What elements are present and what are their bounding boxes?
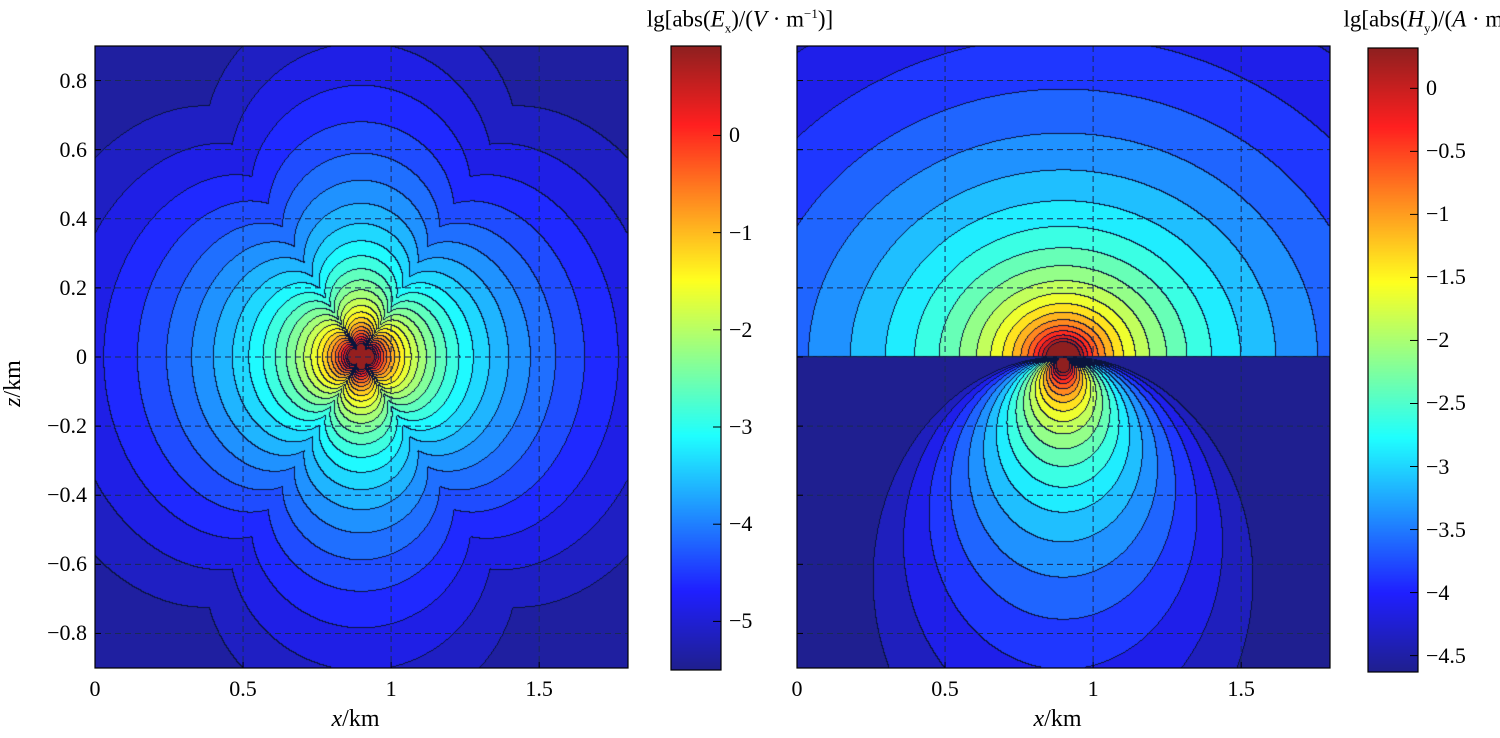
colorbar-axis [1367, 47, 1419, 673]
colorbar-tick-label: −1 [1426, 201, 1450, 227]
colorbar-title: lg[abs(Ex)/(V · m−1)] [646, 6, 834, 36]
colorbar-tick-label: −4 [729, 511, 753, 537]
colorbar-tick-label: −1 [729, 219, 753, 245]
x-axis-label: x/km [1033, 706, 1082, 732]
colorbar-frame [670, 45, 722, 671]
x-axis-label: x/km [331, 706, 380, 732]
colorbar-tick-label: −3 [1426, 453, 1450, 479]
colorbar-tick-label: −2.5 [1426, 390, 1466, 416]
x-tick-label: 0.5 [931, 676, 959, 701]
colorbar-frame [1367, 47, 1419, 673]
colorbar-tick-label: −4.5 [1426, 642, 1466, 668]
y-axis-label: z/km [0, 360, 26, 407]
colorbar-tick-label: −4 [1426, 579, 1450, 605]
plot-axes-Ex [94, 45, 629, 669]
y-tick-label: 0.8 [59, 67, 88, 93]
colorbar-tick-label: −0.5 [1426, 138, 1466, 164]
y-tick-label: −0.2 [47, 413, 87, 439]
colorbar-tick-label: −3.5 [1426, 516, 1466, 542]
y-tick-label: −0.8 [47, 620, 87, 646]
y-tick-label: 0.4 [59, 205, 88, 231]
x-tick-label: 1 [1087, 676, 1099, 701]
y-tick-label: −0.4 [47, 482, 87, 508]
y-tick-label: 0 [76, 344, 87, 369]
colorbar-tick-label: −2 [1426, 327, 1450, 353]
plot-axes-Hy [796, 45, 1331, 669]
colorbar-tick-label: 0 [1426, 75, 1437, 101]
x-tick-label: 0 [89, 676, 101, 701]
colorbar-title: lg[abs(Hy)/(A · m−1)] [1343, 6, 1500, 36]
y-tick-label: 0.2 [59, 274, 88, 300]
plot-frame [94, 45, 629, 669]
y-tick-label: 0.6 [59, 136, 88, 162]
x-tick-label: 1.5 [525, 676, 553, 701]
colorbar-tick-label: −3 [729, 414, 753, 439]
x-tick-label: 0 [791, 676, 803, 701]
colorbar-tick-label: −2 [729, 316, 753, 342]
colorbar-Ex [671, 46, 721, 670]
colorbar-tick-label: −1.5 [1426, 264, 1466, 290]
y-tick-label: −0.6 [47, 551, 87, 577]
colorbar-Hy [1368, 48, 1418, 672]
x-tick-label: 1 [385, 676, 397, 701]
x-tick-label: 1.5 [1227, 676, 1255, 701]
colorbar-axis [670, 45, 722, 671]
colorbar-tick-label: 0 [729, 122, 740, 148]
plot-frame [796, 45, 1331, 669]
x-tick-label: 0.5 [229, 676, 257, 701]
colorbar-tick-label: −5 [729, 608, 753, 634]
